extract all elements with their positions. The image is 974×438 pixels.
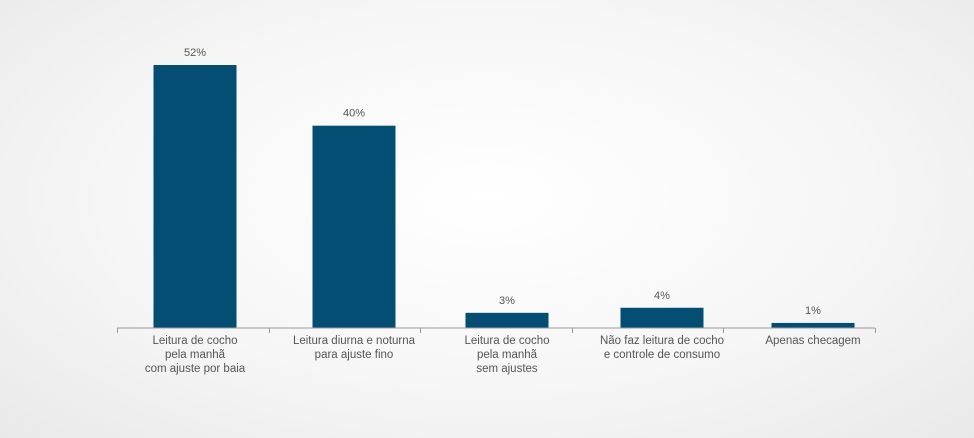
category-label-line: Não faz leitura de cocho xyxy=(600,335,724,347)
category-label: Leitura de cocho pela manhã sem ajustes xyxy=(464,335,549,375)
category-label-line: pela manhã xyxy=(477,349,538,361)
category-label-line: Leitura de cocho xyxy=(464,335,549,347)
bar xyxy=(312,125,396,328)
category-label-line: com ajuste por baia xyxy=(145,363,246,375)
bar xyxy=(153,65,237,328)
bar-value-label: 40% xyxy=(343,108,365,120)
category-label-line: para ajuste fino xyxy=(315,349,394,361)
category-label-line: sem ajustes xyxy=(476,363,538,375)
category-label-line: Leitura diurna e noturna xyxy=(293,335,416,347)
category-label: Apenas checagem xyxy=(765,335,860,347)
category-labels-group: Leitura de cocho pela manhã com ajuste por… xyxy=(145,335,861,375)
bar xyxy=(771,322,855,328)
bar xyxy=(465,312,549,328)
category-label-line: Leitura de cocho xyxy=(152,335,237,347)
bar-value-label: 52% xyxy=(184,47,206,59)
category-label-line: e controle de consumo xyxy=(604,349,720,361)
category-label: Não faz leitura de cocho e controle de co… xyxy=(600,335,724,361)
category-label: Leitura diurna e noturna para ajuste fino xyxy=(293,335,416,361)
bar-value-label: 4% xyxy=(654,290,670,302)
value-labels-group: 52% 40% 3% 4% 1% xyxy=(184,47,821,317)
category-label-line: Apenas checagem xyxy=(765,335,860,347)
category-label-line: pela manhã xyxy=(165,349,226,361)
x-axis-ticks xyxy=(117,328,876,333)
bars-group xyxy=(153,65,855,328)
category-label: Leitura de cocho pela manhã com ajuste por… xyxy=(145,335,246,375)
bar-value-label: 3% xyxy=(499,295,515,307)
bar-value-label: 1% xyxy=(805,305,821,317)
bar xyxy=(620,307,704,328)
